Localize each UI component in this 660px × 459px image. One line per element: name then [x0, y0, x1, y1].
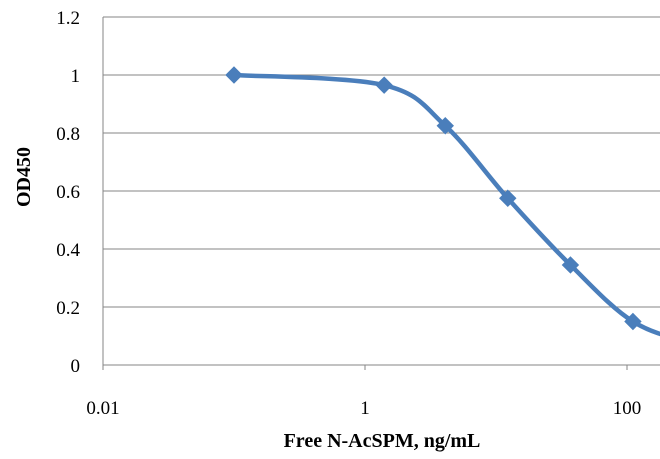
data-point-marker — [499, 189, 517, 207]
data-point-marker — [436, 117, 454, 135]
axes — [102, 17, 660, 370]
x-tick-label: 0.01 — [86, 398, 119, 419]
y-tick-label: 0 — [71, 356, 81, 377]
y-tick-label: 0.8 — [56, 124, 80, 145]
x-tick-label: 1 — [360, 398, 370, 419]
x-axis-title: Free N-AcSPM, ng/mL — [284, 430, 481, 452]
data-point-marker — [561, 256, 580, 274]
x-tick-labels: 0.01 1 100 — [86, 398, 641, 419]
y-tick-label: 0.2 — [56, 298, 80, 319]
y-axis-title: OD450 — [13, 147, 35, 207]
series — [225, 66, 660, 337]
gridlines — [103, 16, 660, 308]
data-point-marker — [375, 76, 393, 94]
y-tick-label: 0.4 — [56, 240, 80, 261]
y-tick-label: 1 — [71, 66, 81, 87]
y-tick-labels: 0 0.2 0.4 0.6 0.8 1 1.2 — [56, 8, 80, 377]
x-tick-label: 100 — [613, 398, 642, 419]
data-point-marker — [225, 66, 243, 84]
data-point-marker — [624, 312, 642, 331]
series-line — [231, 72, 660, 337]
y-tick-label: 1.2 — [56, 8, 80, 29]
y-tick-label: 0.6 — [56, 182, 80, 203]
